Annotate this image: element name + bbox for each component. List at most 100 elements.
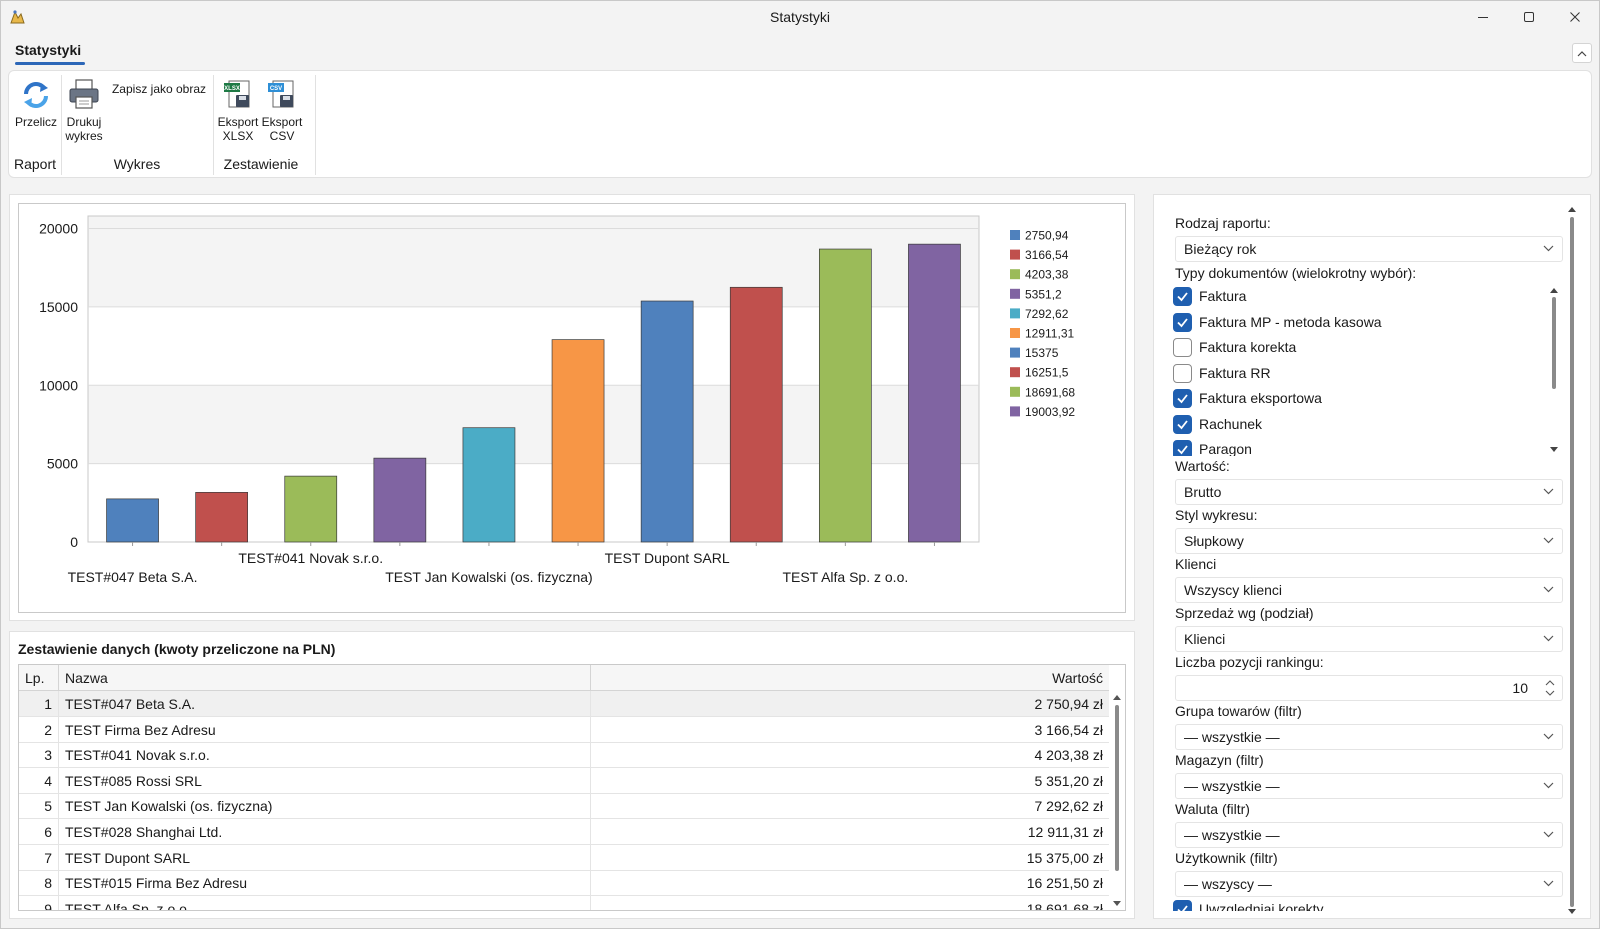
chevron-down-icon [1543, 880, 1554, 887]
bar[interactable] [195, 492, 248, 543]
maximize-button[interactable] [1506, 0, 1552, 34]
table-row[interactable]: 6 TEST#028 Shanghai Ltd. 12 911,31 zł [19, 819, 1109, 845]
checkbox-unchecked-icon[interactable] [1173, 338, 1192, 357]
table-row[interactable]: 3 TEST#041 Novak s.r.o. 4 203,38 zł [19, 742, 1109, 769]
bar[interactable] [106, 498, 159, 543]
ribbon-group-chart: Wykres [113, 156, 161, 172]
user-value: — wszyscy — [1184, 876, 1272, 892]
warehouse-select[interactable]: — wszystkie — [1175, 773, 1563, 799]
scroll-up-arrow-icon[interactable] [1113, 695, 1121, 700]
table-row[interactable]: 4 TEST#085 Rossi SRL 5 351,20 zł [19, 767, 1109, 794]
chevron-down-icon [1543, 782, 1554, 789]
scroll-down-arrow-icon[interactable] [1568, 909, 1576, 914]
ranking-count-spinner[interactable]: 10 [1175, 675, 1563, 701]
scroll-down-arrow-icon[interactable] [1113, 901, 1121, 906]
scroll-thumb[interactable] [1115, 705, 1119, 871]
export-xlsx-button[interactable]: XLSX Eksport XLSX [217, 77, 259, 143]
checkbox-checked-icon[interactable] [1173, 900, 1192, 911]
bar[interactable] [908, 243, 961, 543]
scroll-down-arrow-icon[interactable] [1550, 447, 1558, 452]
y-tick-label: 10000 [39, 377, 78, 393]
export-csv-button[interactable]: CSV Eksport CSV [261, 77, 303, 143]
row-value: 18 691,68 zł [1026, 900, 1103, 911]
checkbox-checked-icon[interactable] [1173, 287, 1192, 306]
table-row[interactable]: 5 TEST Jan Kowalski (os. fizyczna) 7 292,6… [19, 793, 1109, 820]
legend-swatch [1010, 269, 1020, 280]
scroll-thumb[interactable] [1570, 217, 1574, 907]
row-name: TEST#085 Rossi SRL [59, 767, 591, 794]
maximize-icon [1524, 12, 1534, 22]
bar[interactable] [818, 248, 872, 543]
app-icon [9, 9, 26, 25]
report-type-value: Bieżący rok [1184, 241, 1257, 257]
spinner-arrows-icon[interactable] [1544, 678, 1556, 698]
minimize-button[interactable] [1460, 0, 1506, 34]
sales-by-select[interactable]: Klienci [1175, 626, 1563, 652]
sales-by-value: Klienci [1184, 631, 1226, 647]
table-row[interactable]: 8 TEST#015 Firma Bez Adresu 16 251,50 zł [19, 870, 1109, 897]
bar[interactable] [551, 339, 605, 543]
clients-select[interactable]: Wszyscy klienci [1175, 577, 1563, 603]
print-label-line1: Drukuj [66, 115, 102, 129]
checkbox-unchecked-icon[interactable] [1173, 363, 1192, 383]
value-select[interactable]: Brutto [1175, 479, 1563, 505]
bar[interactable] [462, 427, 516, 543]
bar[interactable] [373, 457, 427, 543]
clients-value: Wszyscy klienci [1184, 582, 1283, 598]
save-as-image-button[interactable]: Zapisz jako obraz [111, 82, 207, 96]
chart-style-select[interactable]: Słupkowy [1175, 528, 1563, 554]
column-header-lp[interactable]: Lp. [19, 665, 59, 691]
legend-swatch [1010, 386, 1020, 397]
legend-swatch [1010, 308, 1020, 319]
column-header-name[interactable]: Nazwa [59, 665, 591, 691]
user-select[interactable]: — wszyscy — [1175, 871, 1563, 897]
currency-label: Waluta (filtr) [1175, 801, 1250, 817]
table-row[interactable]: 9 TEST Alfa Sp. z o.o. 18 691,68 zł [19, 895, 1109, 911]
recalculate-button[interactable]: Przelicz [13, 79, 59, 129]
warehouse-label: Magazyn (filtr) [1175, 752, 1264, 768]
doc-type-label: Rachunek [1199, 415, 1263, 432]
export-xlsx-label-line2: XLSX [222, 129, 254, 143]
ribbon-tab-statystyki[interactable]: Statystyki [15, 42, 82, 58]
y-tick-label: 5000 [47, 456, 78, 472]
product-group-select[interactable]: — wszystkie — [1175, 724, 1563, 750]
bar[interactable] [284, 475, 338, 543]
x-axis-label: TEST Alfa Sp. z o.o. [782, 569, 908, 585]
grid-scrollbar[interactable] [1109, 691, 1125, 910]
legend-entry: 16251,5 [1025, 366, 1069, 380]
ribbon-collapse-button[interactable] [1572, 43, 1592, 63]
scroll-thumb[interactable] [1552, 297, 1556, 389]
checkbox-checked-icon[interactable] [1173, 389, 1192, 408]
print-chart-button[interactable]: Drukuj wykres [63, 77, 105, 143]
checkbox-checked-icon[interactable] [1173, 440, 1192, 456]
table-row[interactable]: 7 TEST Dupont SARL 15 375,00 zł [19, 844, 1109, 871]
row-value: 3 166,54 zł [1034, 721, 1104, 738]
checkbox-checked-icon[interactable] [1173, 312, 1192, 332]
title-bar: Statystyki [0, 0, 1600, 34]
column-header-value[interactable]: Wartość [1052, 670, 1103, 686]
ribbon-separator [315, 75, 316, 175]
settings-panel-scrollbar[interactable] [1566, 204, 1578, 917]
legend-entry: 12911,31 [1025, 327, 1074, 341]
table-row[interactable]: 1 TEST#047 Beta S.A. 2 750,94 zł [19, 691, 1109, 717]
currency-select[interactable]: — wszystkie — [1175, 822, 1563, 848]
scroll-up-arrow-icon[interactable] [1550, 288, 1558, 293]
row-number: 1 [19, 691, 59, 717]
close-button[interactable] [1552, 0, 1598, 34]
close-icon [1570, 12, 1580, 22]
table-row[interactable]: 2 TEST Firma Bez Adresu 3 166,54 zł [19, 716, 1109, 743]
scroll-up-arrow-icon[interactable] [1568, 207, 1576, 212]
report-type-select[interactable]: Bieżący rok [1175, 236, 1563, 262]
doc-type-label: Faktura MP - metoda kasowa [1199, 313, 1382, 330]
chevron-down-icon [1543, 635, 1554, 642]
bar[interactable] [729, 286, 783, 543]
doc-types-scrollbar[interactable] [1548, 285, 1560, 455]
export-csv-label-line2: CSV [269, 129, 295, 143]
bar[interactable] [640, 300, 694, 543]
row-name: TEST#015 Firma Bez Adresu [59, 870, 591, 897]
legend-entry: 2750,94 [1025, 229, 1069, 243]
report-type-label: Rodzaj raportu: [1175, 215, 1271, 231]
clients-label: Klienci [1175, 556, 1217, 572]
xlsx-export-icon: XLSX [224, 80, 250, 108]
checkbox-checked-icon[interactable] [1173, 414, 1192, 434]
